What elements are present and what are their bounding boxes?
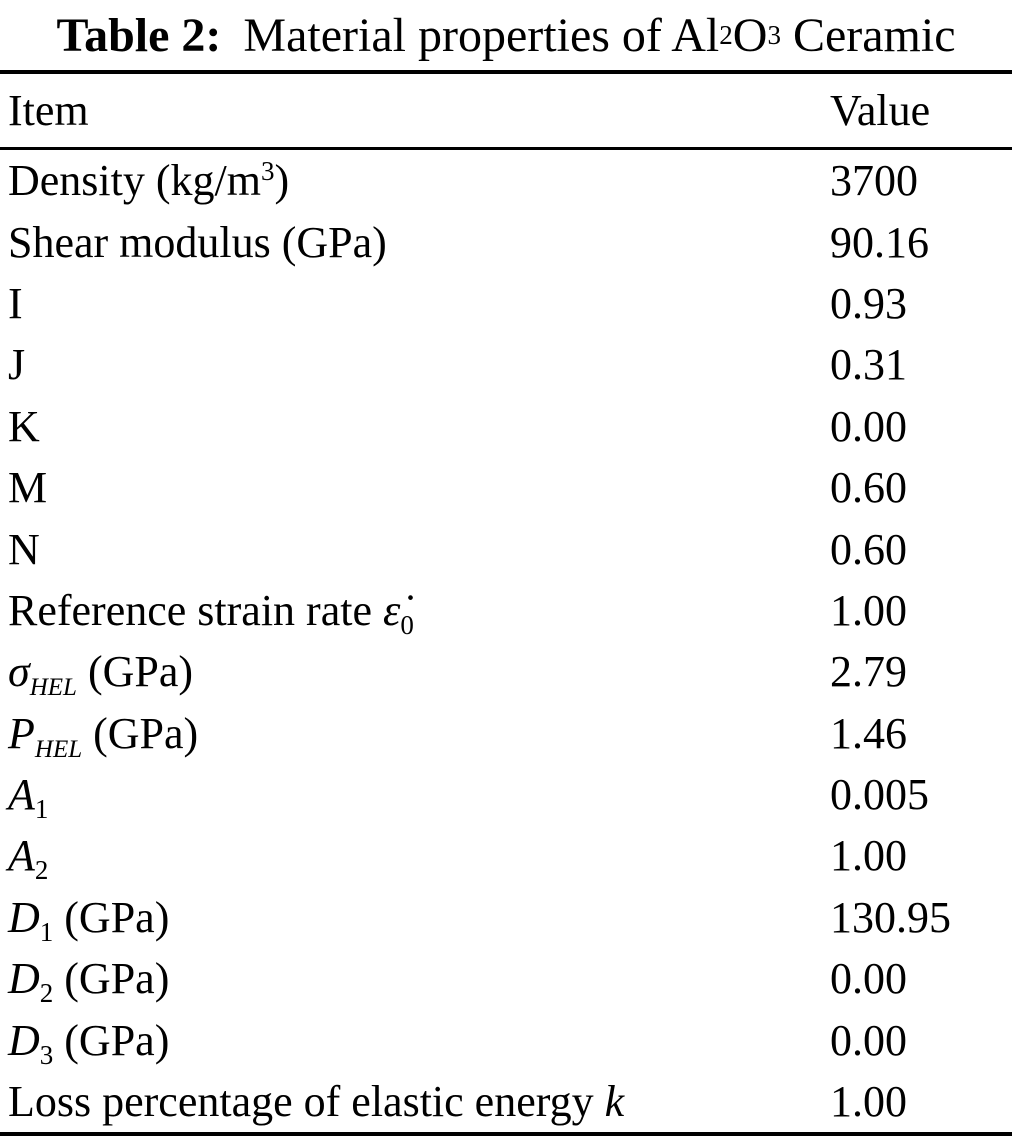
table-header-row: Item Value bbox=[0, 74, 1012, 147]
item-cell: D2 (GPa) bbox=[0, 953, 830, 1007]
table-row: PHEL (GPa) 1.46 bbox=[0, 703, 1012, 764]
table-row: Loss percentage of elastic energy k 1.00 bbox=[0, 1071, 1012, 1132]
value-cell: 90.16 bbox=[830, 217, 929, 267]
item-cell: A2 bbox=[0, 830, 830, 884]
item-cell: Shear modulus (GPa) bbox=[0, 217, 830, 268]
text-segment: N bbox=[8, 524, 40, 574]
text-segment: 1 bbox=[39, 916, 54, 947]
item-cell: D1 (GPa) bbox=[0, 892, 830, 946]
table-row: Shear modulus (GPa) 90.16 bbox=[0, 211, 1012, 272]
text-segment: D bbox=[8, 954, 40, 1004]
table-row: σHEL (GPa) 2.79 bbox=[0, 641, 1012, 702]
text-segment: Loss percentage of elastic energy bbox=[8, 1077, 605, 1127]
text-segment: 0 bbox=[400, 609, 414, 640]
text-segment: HEL bbox=[34, 735, 83, 763]
text-segment: (GPa) bbox=[76, 647, 194, 697]
text-segment: 2 bbox=[39, 978, 54, 1009]
text-segment: 2 bbox=[34, 855, 49, 886]
item-cell: I bbox=[0, 278, 830, 329]
text-segment: (GPa) bbox=[53, 954, 170, 1004]
value-cell: 0.93 bbox=[830, 278, 907, 328]
value-cell: 1.00 bbox=[830, 831, 907, 881]
text-segment: A bbox=[8, 831, 35, 881]
value-cell: 0.00 bbox=[830, 954, 907, 1004]
item-cell: Density (kg/m3) bbox=[0, 155, 830, 206]
value-cell: 0.00 bbox=[830, 1015, 907, 1065]
value-cell: 0.31 bbox=[830, 340, 907, 390]
table-bottom-rule bbox=[0, 1132, 1012, 1137]
table-row: Reference strain rate ε̇0 1.00 bbox=[0, 580, 1012, 641]
value-cell: 2.79 bbox=[830, 647, 907, 697]
table-row: M 0.60 bbox=[0, 457, 1012, 518]
text-segment: Density (kg/m bbox=[8, 156, 261, 206]
text-segment: K bbox=[8, 401, 40, 451]
header-value-label: Value bbox=[830, 86, 931, 135]
value-cell: 1.46 bbox=[830, 708, 907, 758]
text-segment: Material properties of Al bbox=[231, 8, 720, 62]
text-segment: J bbox=[8, 340, 26, 390]
item-cell: K bbox=[0, 401, 830, 452]
text-segment: 1 bbox=[34, 794, 49, 825]
text-segment: Shear modulus (GPa) bbox=[8, 217, 387, 267]
text-segment: P bbox=[8, 708, 35, 758]
table-row: D3 (GPa) 0.00 bbox=[0, 1009, 1012, 1070]
text-segment: ε̇ bbox=[383, 585, 401, 635]
table-top-rule bbox=[0, 70, 1012, 74]
item-cell: J bbox=[0, 339, 830, 390]
item-cell: Reference strain rate ε̇0 bbox=[0, 585, 830, 639]
value-cell: 1.00 bbox=[830, 1077, 907, 1127]
text-segment: D bbox=[8, 1015, 40, 1065]
text-segment: Ceramic bbox=[780, 8, 956, 62]
value-cell: 1.00 bbox=[830, 585, 907, 635]
item-cell: N bbox=[0, 524, 830, 575]
text-segment: k bbox=[604, 1077, 625, 1127]
table-row: N 0.60 bbox=[0, 518, 1012, 579]
item-cell: PHEL (GPa) bbox=[0, 708, 830, 762]
text-segment: ) bbox=[274, 156, 290, 206]
table-row: A2 1.00 bbox=[0, 825, 1012, 886]
value-cell: 0.60 bbox=[830, 463, 907, 513]
text-segment: (GPa) bbox=[53, 1015, 170, 1065]
table-row: K 0.00 bbox=[0, 396, 1012, 457]
table-row: Density (kg/m3) 3700 bbox=[0, 150, 1012, 211]
text-segment: O bbox=[732, 8, 768, 62]
item-cell: Loss percentage of elastic energy k bbox=[0, 1076, 830, 1127]
item-cell: σHEL (GPa) bbox=[0, 646, 830, 700]
text-segment: D bbox=[8, 892, 40, 942]
table-row: D1 (GPa) 130.95 bbox=[0, 887, 1012, 948]
text-segment: 3 bbox=[260, 156, 275, 187]
value-cell: 130.95 bbox=[830, 892, 951, 942]
table-body: Density (kg/m3) 3700 Shear modulus (GPa) 90… bbox=[0, 150, 1012, 1132]
value-cell: 0.005 bbox=[830, 770, 929, 820]
text-segment: (GPa) bbox=[53, 892, 170, 942]
text-segment: M bbox=[8, 463, 48, 513]
item-cell: D3 (GPa) bbox=[0, 1015, 830, 1069]
value-cell: 3700 bbox=[830, 156, 918, 206]
text-segment: Reference strain rate bbox=[8, 585, 383, 635]
text-segment: Table 2: bbox=[56, 8, 222, 62]
text-segment: HEL bbox=[29, 674, 77, 702]
text-segment: σ bbox=[8, 647, 30, 697]
value-cell: 0.00 bbox=[830, 401, 907, 451]
text-segment: 3 bbox=[39, 1039, 54, 1070]
table-row: I 0.93 bbox=[0, 273, 1012, 334]
value-cell: 0.60 bbox=[830, 524, 907, 574]
item-cell: M bbox=[0, 462, 830, 513]
table-row: J 0.31 bbox=[0, 334, 1012, 395]
table-mid-rule bbox=[0, 147, 1012, 150]
table-row: A1 0.005 bbox=[0, 764, 1012, 825]
table-row: D2 (GPa) 0.00 bbox=[0, 948, 1012, 1009]
item-cell: A1 bbox=[0, 769, 830, 823]
text-segment: A bbox=[8, 770, 35, 820]
text-segment: (GPa) bbox=[82, 708, 199, 758]
text-segment: I bbox=[8, 278, 23, 328]
table-caption: Table 2: Material properties of Al 2 O 3 Ce… bbox=[56, 8, 956, 62]
header-item-label: Item bbox=[8, 86, 89, 135]
